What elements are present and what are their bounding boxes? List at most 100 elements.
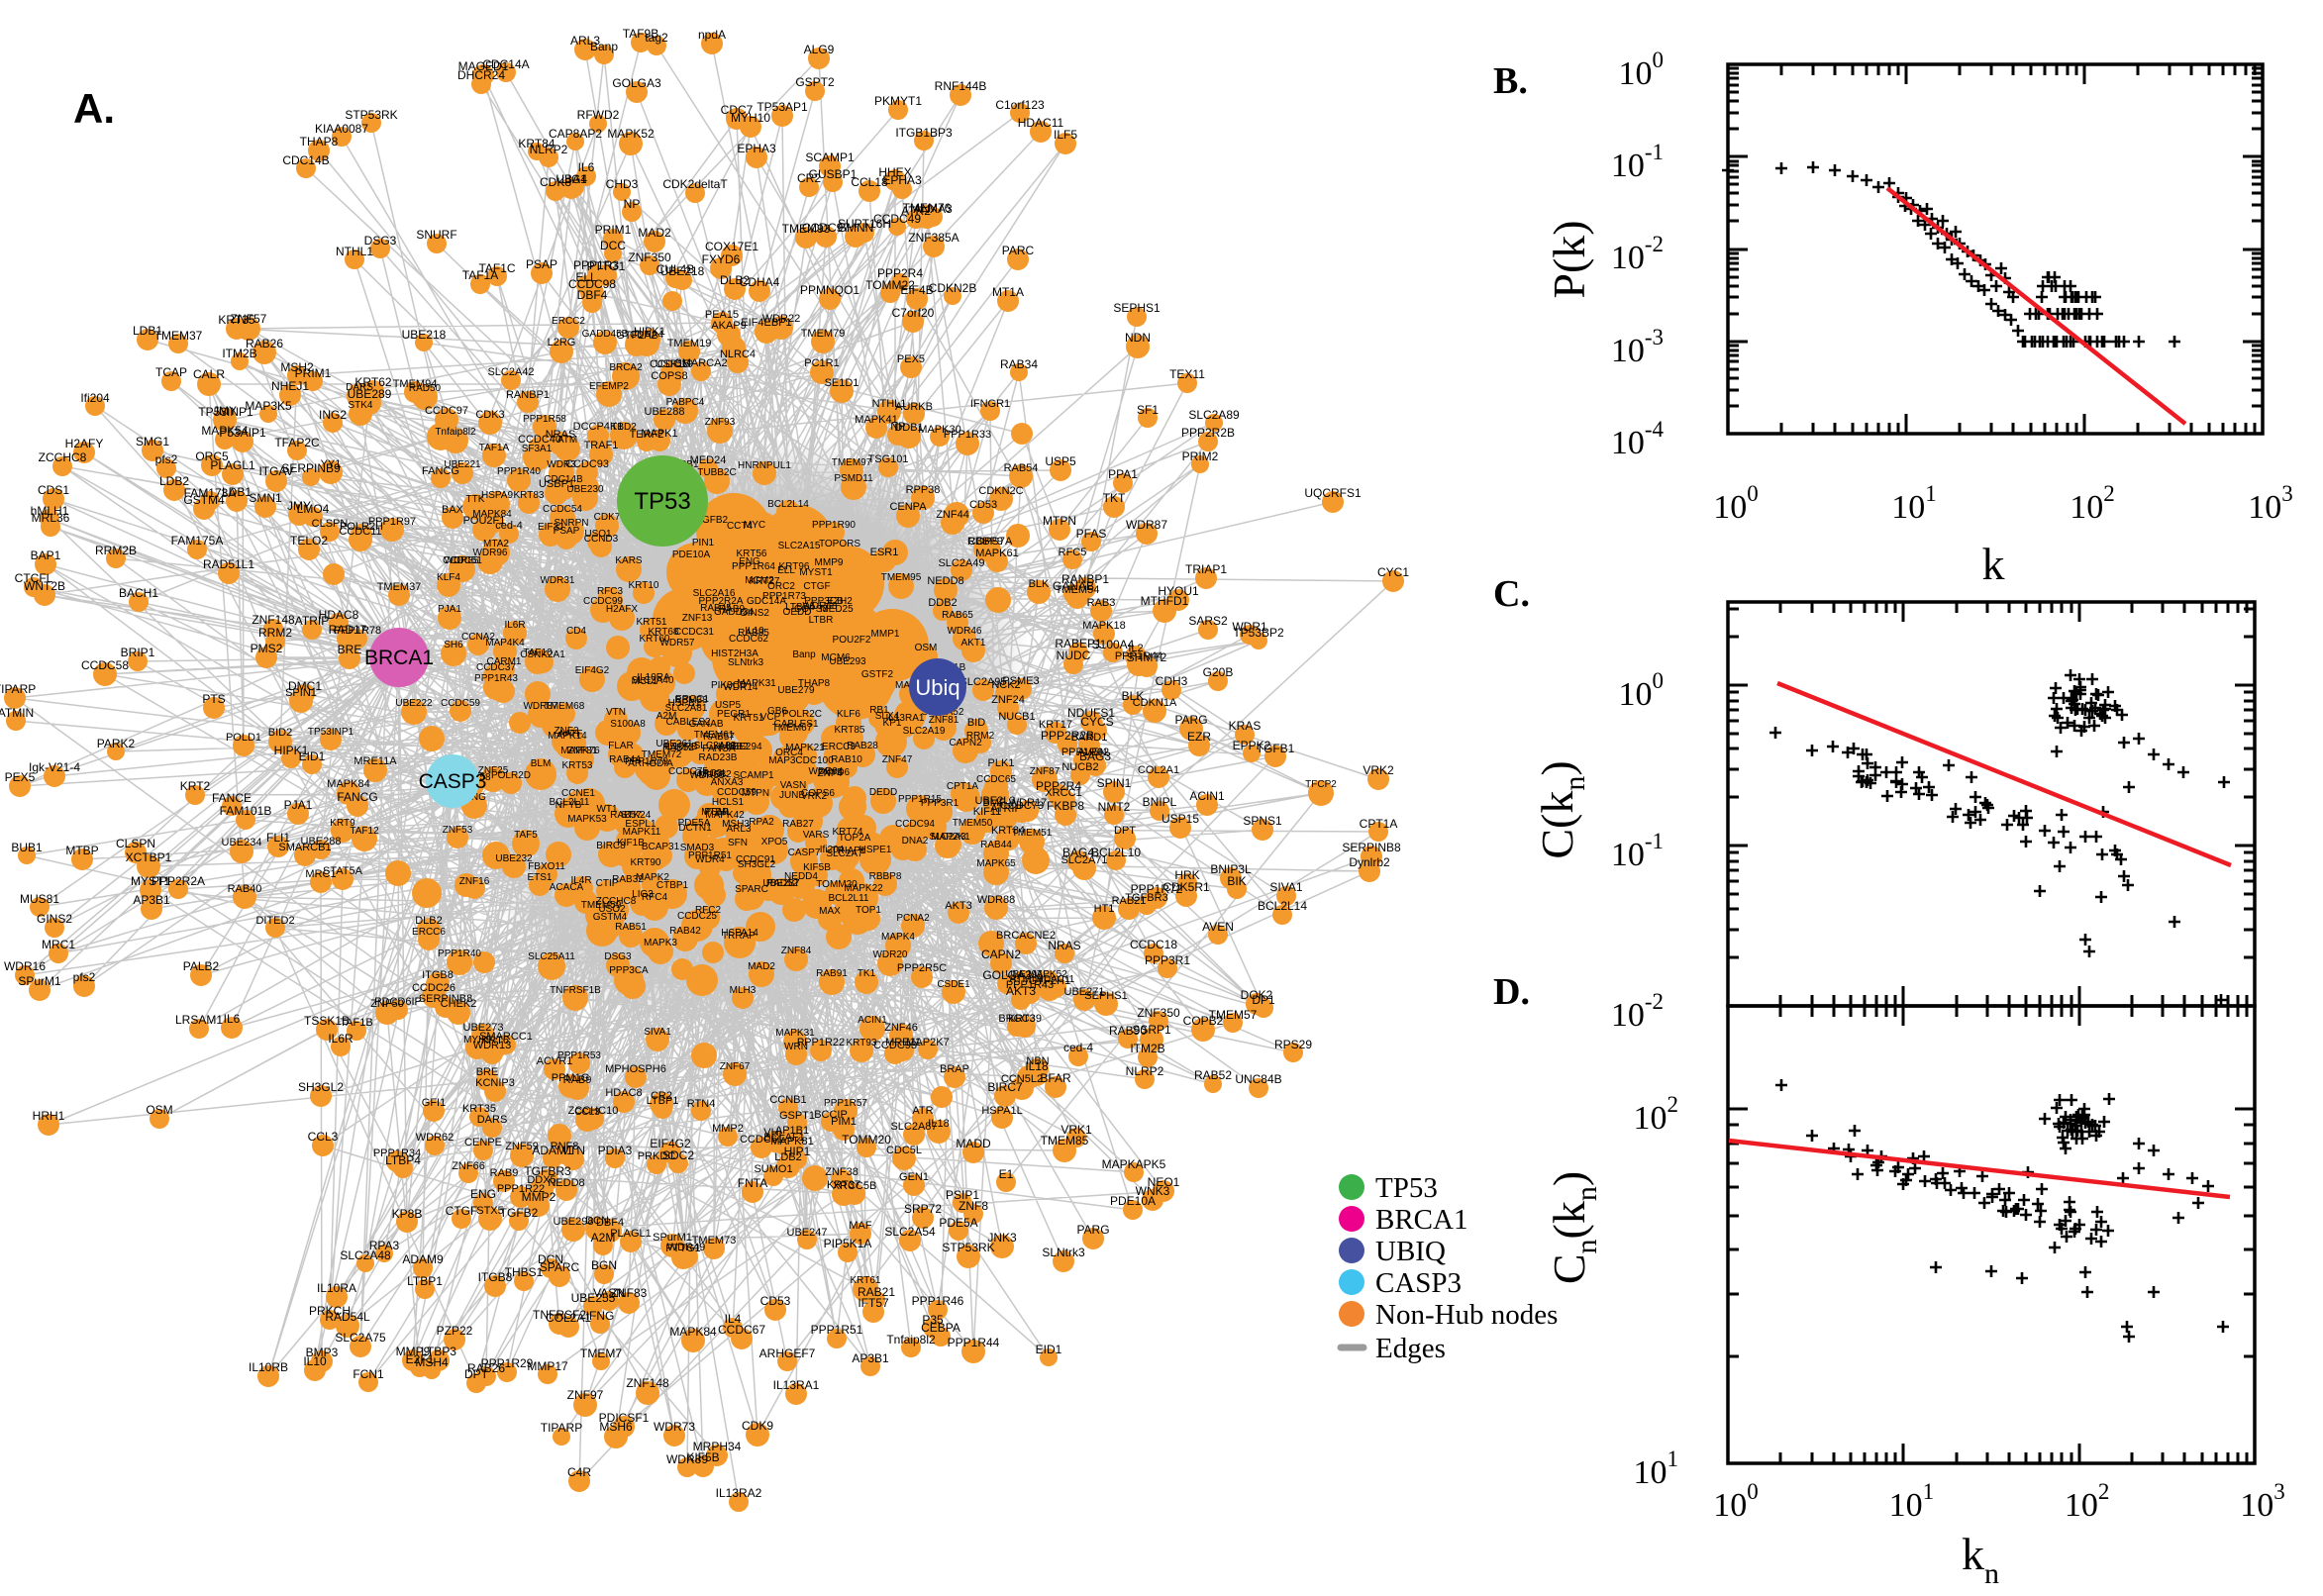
svg-text:MMP1: MMP1 — [871, 629, 900, 640]
svg-text:GTF2A2: GTF2A2 — [616, 330, 657, 342]
svg-text:IL10RB: IL10RB — [249, 1360, 288, 1374]
svg-text:PARK2: PARK2 — [97, 737, 136, 750]
svg-text:tag2: tag2 — [645, 31, 668, 45]
svg-text:CCDC54: CCDC54 — [543, 504, 582, 515]
svg-text:SLC2A49: SLC2A49 — [938, 557, 984, 569]
svg-text:ZNF57: ZNF57 — [231, 312, 267, 326]
svg-text:CLSPN: CLSPN — [312, 518, 349, 530]
svg-text:ADAM1: ADAM1 — [532, 1144, 573, 1157]
svg-text:TOP2A: TOP2A — [839, 833, 871, 844]
svg-text:MAP2K7: MAP2K7 — [906, 1037, 949, 1048]
svg-text:MAD2: MAD2 — [748, 961, 775, 972]
svg-text:CTGF: CTGF — [803, 581, 830, 592]
svg-text:JMY: JMY — [287, 499, 311, 513]
svg-text:KRT6: KRT6 — [481, 1035, 509, 1047]
svg-text:PTTG1: PTTG1 — [665, 1243, 700, 1254]
svg-text:TP53: TP53 — [634, 488, 690, 515]
svg-text:UBE234: UBE234 — [222, 837, 262, 848]
svg-text:CDC14B: CDC14B — [544, 474, 583, 485]
svg-text:SLNtrk3: SLNtrk3 — [1042, 1246, 1085, 1259]
svg-text:SMARCB1: SMARCB1 — [278, 842, 331, 853]
svg-text:CCDC11: CCDC11 — [339, 526, 381, 538]
svg-text:IL6: IL6 — [224, 1012, 241, 1026]
svg-text:SPNS1: SPNS1 — [1243, 814, 1282, 828]
svg-text:HIPK1: HIPK1 — [274, 744, 309, 757]
svg-text:BCL2L14: BCL2L14 — [1258, 899, 1307, 913]
svg-text:KRT39: KRT39 — [1008, 1013, 1042, 1025]
svg-text:IL13RA1: IL13RA1 — [886, 713, 925, 724]
svg-text:SFN: SFN — [728, 838, 748, 848]
svg-text:RAB57: RAB57 — [610, 810, 642, 821]
svg-text:BCL2L14: BCL2L14 — [767, 499, 809, 510]
svg-text:PPP1R90: PPP1R90 — [812, 520, 856, 531]
svg-text:DDX5: DDX5 — [527, 1174, 556, 1186]
svg-text:NLRP2: NLRP2 — [530, 143, 568, 156]
svg-text:MLH3: MLH3 — [730, 985, 757, 996]
svg-text:DDB1: DDB1 — [894, 422, 923, 434]
svg-text:IL13RA1: IL13RA1 — [773, 1378, 820, 1392]
svg-text:MAP4K4: MAP4K4 — [485, 638, 525, 648]
svg-text:ENG: ENG — [470, 1187, 496, 1201]
svg-text:BCAP31: BCAP31 — [642, 842, 680, 852]
svg-text:GSPT2: GSPT2 — [795, 75, 835, 89]
svg-text:TP53: TP53 — [1375, 1172, 1438, 1204]
svg-text:EFEMP2: EFEMP2 — [589, 381, 629, 392]
svg-text:USBP1: USBP1 — [539, 478, 574, 490]
svg-text:MTBP: MTBP — [65, 844, 98, 857]
svg-text:COL2A1: COL2A1 — [546, 1311, 591, 1325]
svg-text:MTBP: MTBP — [701, 807, 729, 818]
svg-text:FCN1: FCN1 — [353, 1367, 384, 1381]
svg-text:THAP8: THAP8 — [300, 135, 339, 149]
svg-text:VTN: VTN — [606, 707, 626, 718]
svg-text:DLB2: DLB2 — [720, 273, 750, 287]
svg-text:SPARC: SPARC — [735, 884, 768, 895]
svg-text:CDK9: CDK9 — [742, 1419, 773, 1433]
svg-text:UBE218: UBE218 — [660, 264, 705, 278]
svg-text:AVEN: AVEN — [1077, 747, 1106, 758]
svg-text:RPA3: RPA3 — [369, 1239, 400, 1252]
svg-text:CD4: CD4 — [566, 626, 586, 637]
svg-text:CCDC97: CCDC97 — [425, 405, 468, 417]
svg-text:PZP22: PZP22 — [437, 1324, 473, 1338]
svg-text:LMO4: LMO4 — [297, 502, 330, 516]
svg-text:PARC: PARC — [1002, 244, 1035, 257]
svg-text:P(k): P(k) — [1544, 220, 1594, 298]
svg-text:PPP1R44: PPP1R44 — [1115, 650, 1162, 662]
svg-text:CCDC58: CCDC58 — [81, 658, 129, 672]
svg-text:PPP2R5C: PPP2R5C — [897, 962, 947, 974]
svg-text:STP53RK: STP53RK — [345, 108, 397, 122]
svg-text:TAF1C: TAF1C — [478, 261, 515, 275]
svg-text:SMAD3: SMAD3 — [680, 843, 715, 853]
svg-text:COL2A1: COL2A1 — [1138, 764, 1179, 776]
svg-text:PRKDC: PRKDC — [638, 1150, 676, 1162]
svg-text:TMEM97: TMEM97 — [832, 457, 872, 468]
svg-text:VRK1: VRK1 — [1060, 1123, 1092, 1137]
svg-text:CAP8AP2: CAP8AP2 — [549, 127, 602, 141]
svg-text:Ifi204: Ifi204 — [820, 845, 845, 855]
svg-text:RAB91: RAB91 — [816, 968, 848, 979]
svg-text:GINS2: GINS2 — [740, 608, 769, 619]
svg-text:PC1R1: PC1R1 — [804, 357, 839, 369]
svg-text:TK1: TK1 — [858, 968, 876, 979]
svg-text:WRN: WRN — [784, 1042, 808, 1052]
svg-text:PPP1R22: PPP1R22 — [797, 1037, 845, 1048]
svg-text:RB1: RB1 — [869, 705, 889, 716]
svg-text:CHD3: CHD3 — [606, 177, 639, 191]
svg-text:WDR85: WDR85 — [444, 555, 478, 566]
svg-text:POU2F2: POU2F2 — [833, 635, 871, 646]
svg-text:VHL: VHL — [763, 1127, 784, 1139]
svg-text:BCL2L10: BCL2L10 — [1091, 846, 1141, 859]
svg-text:SSRP1: SSRP1 — [1132, 1023, 1171, 1037]
svg-text:PIK3CD: PIK3CD — [711, 680, 747, 691]
svg-text:MED25: MED25 — [820, 604, 854, 615]
svg-text:LTBP1: LTBP1 — [647, 1095, 679, 1107]
svg-text:NUDC: NUDC — [1057, 648, 1091, 662]
svg-text:P53AIP1: P53AIP1 — [219, 426, 266, 440]
svg-text:TCAP: TCAP — [155, 365, 187, 379]
svg-text:PPP1R44: PPP1R44 — [948, 1336, 1000, 1349]
svg-text:AKAP9: AKAP9 — [711, 320, 746, 332]
svg-text:NEO1: NEO1 — [1148, 1175, 1180, 1189]
svg-text:SF3A1: SF3A1 — [522, 444, 553, 454]
svg-text:IL13RA2: IL13RA2 — [716, 1486, 762, 1500]
svg-text:MAPK3: MAPK3 — [644, 938, 677, 948]
